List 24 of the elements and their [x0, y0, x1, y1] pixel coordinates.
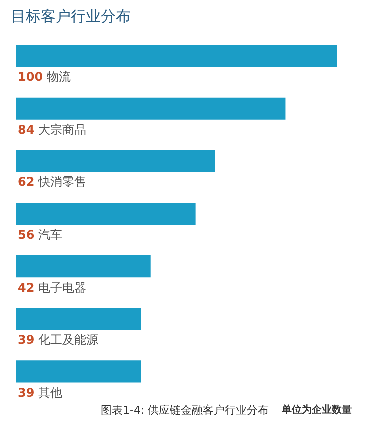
- bar: [16, 256, 151, 278]
- annotation: 图表1-4: 供应链金融客户行业分布: [101, 404, 270, 417]
- data-label: 42: [18, 281, 35, 295]
- bar: [16, 150, 216, 172]
- bar: [16, 308, 142, 330]
- data-label: 100: [18, 70, 44, 84]
- data-label: 39: [18, 333, 35, 347]
- annotation: 单位为企业数量: [281, 404, 352, 416]
- bar: [16, 360, 142, 383]
- y-tick-label: 其他: [38, 386, 63, 400]
- bar: [16, 98, 286, 120]
- y-tick-label: 大宗商品: [38, 123, 87, 137]
- y-tick-label: 汽车: [38, 228, 63, 242]
- y-tick-label: 化工及能源: [38, 333, 99, 347]
- data-label: 62: [18, 175, 35, 189]
- chart-title: 目标客户行业分布: [11, 7, 132, 26]
- data-label: 84: [18, 123, 35, 137]
- data-label: 39: [18, 386, 35, 400]
- bar: [16, 45, 338, 68]
- y-tick-label: 物流: [46, 70, 71, 84]
- y-tick-label: 快消零售: [38, 175, 87, 189]
- bar: [16, 202, 196, 226]
- data-label: 56: [18, 228, 35, 242]
- y-tick-label: 电子电器: [38, 281, 87, 295]
